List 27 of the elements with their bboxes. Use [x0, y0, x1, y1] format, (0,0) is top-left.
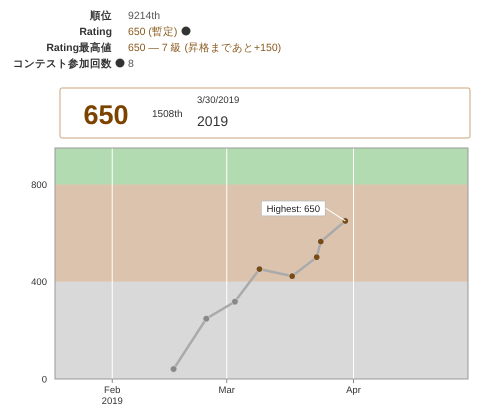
point — [342, 217, 349, 224]
y-tick-label: 400 — [31, 277, 47, 288]
text: 1508th — [152, 109, 183, 120]
point — [202, 315, 210, 322]
text: 3/30/2019 — [197, 95, 240, 106]
annotation: Highest: 650 — [266, 204, 320, 215]
x-tick-label: Feb 2019 — [102, 385, 123, 407]
text: 650 — 7 級 (昇格まであと+150) — [128, 42, 282, 54]
text: 2019 — [197, 113, 228, 129]
text: Rating — [79, 26, 112, 38]
text: コンテスト参加回数 — [13, 57, 113, 70]
point — [313, 254, 320, 261]
text: Rating最高値 — [46, 41, 112, 54]
point — [317, 238, 324, 246]
point — [231, 298, 238, 306]
text: 順位 — [89, 9, 112, 22]
y-tick-label: 0 — [42, 374, 47, 386]
point — [256, 266, 263, 273]
x-tick-label: Apr — [346, 385, 361, 396]
y-tick-label: 800 — [31, 180, 47, 191]
text: 650 (暫定) — [128, 25, 178, 38]
text: 650 — [83, 100, 129, 130]
text: 9214th — [128, 10, 160, 22]
point — [288, 272, 296, 280]
point — [170, 366, 178, 373]
x-tick-label: Mar — [218, 385, 235, 396]
text: 8 — [128, 58, 134, 70]
